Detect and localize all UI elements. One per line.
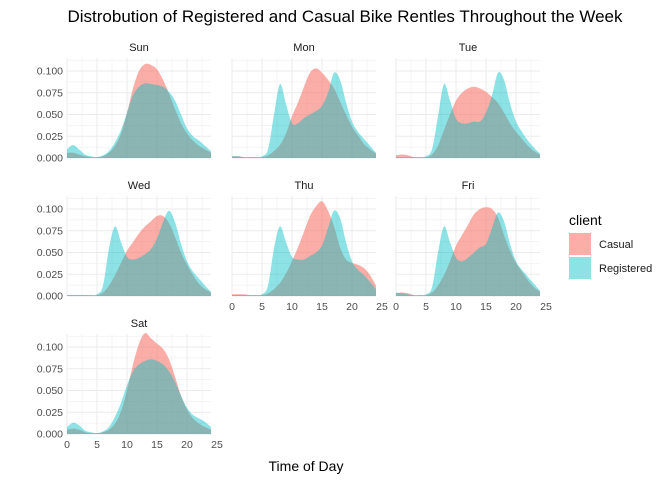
density-area-casual: [67, 333, 211, 434]
x-tick-label: 0: [393, 301, 399, 313]
facet-mon: Mon: [231, 42, 376, 159]
x-tick-label: 15: [316, 301, 328, 313]
density-area-registered: [67, 210, 211, 296]
legend-key-registered: [569, 257, 591, 279]
legend-label-registered: Registered: [599, 263, 652, 275]
x-tick-label: 5: [423, 301, 429, 313]
x-axis-title: Time of Day: [269, 458, 344, 474]
y-tick-label: 0.025: [37, 131, 63, 143]
density-area-casual: [396, 207, 540, 296]
facet-fri: Fri 0 5 10 15 20 25: [393, 180, 552, 313]
facet-strip-label: Sun: [129, 42, 149, 54]
legend-key-casual: [569, 233, 591, 255]
facet-tue: Tue: [395, 42, 540, 159]
facet-grid: Sun 0.000 0.025 0.050 0.075 0.100 Mon Tue Wed 0.0…: [37, 42, 552, 451]
legend: client Casual Registered: [569, 212, 652, 279]
facet-sun: Sun 0.000 0.025 0.050 0.075 0.100: [37, 42, 211, 165]
density-area-casual: [67, 215, 211, 296]
x-tick-label: 20: [181, 439, 193, 451]
density-area-registered: [232, 72, 376, 158]
y-tick-label: 0.050: [37, 385, 63, 397]
density-area-registered: [67, 359, 211, 434]
y-tick-label: 0.000: [37, 429, 63, 441]
facet-strip-label: Tue: [459, 42, 478, 54]
facet-strip-label: Sat: [131, 318, 148, 330]
x-tick-label: 20: [346, 301, 358, 313]
x-tick-label: 25: [376, 301, 388, 313]
y-tick-label: 0.050: [37, 109, 63, 121]
y-tick-label: 0.100: [37, 66, 63, 78]
facet-thu: Thu 0 5 10 15 20 25: [229, 180, 388, 313]
y-tick-label: 0.075: [37, 87, 63, 99]
facet-strip-label: Mon: [293, 42, 314, 54]
y-tick-label: 0.025: [37, 269, 63, 281]
x-tick-label: 10: [450, 301, 462, 313]
y-tick-label: 0.025: [37, 407, 63, 419]
x-tick-label: 25: [540, 301, 552, 313]
chart-title: Distrobution of Registered and Casual Bi…: [67, 7, 623, 26]
y-tick-label: 0.075: [37, 225, 63, 237]
y-tick-label: 0.100: [37, 204, 63, 216]
density-area-casual: [67, 63, 211, 158]
x-tick-label: 20: [510, 301, 522, 313]
facet-strip-label: Fri: [462, 180, 475, 192]
x-tick-label: 5: [259, 301, 265, 313]
legend-label-casual: Casual: [599, 239, 633, 251]
x-tick-label: 25: [211, 439, 223, 451]
legend-title: client: [569, 212, 602, 228]
x-tick-label: 0: [229, 301, 235, 313]
x-tick-label: 15: [480, 301, 492, 313]
density-area-casual: [232, 68, 376, 158]
density-area-registered: [396, 72, 540, 158]
y-tick-label: 0.000: [37, 153, 63, 165]
x-tick-label: 5: [94, 439, 100, 451]
density-area-registered: [396, 212, 540, 296]
y-tick-label: 0.050: [37, 247, 63, 259]
x-tick-label: 10: [121, 439, 133, 451]
y-tick-label: 0.000: [37, 291, 63, 303]
x-tick-label: 15: [151, 439, 163, 451]
x-tick-label: 0: [64, 439, 70, 451]
density-area-registered: [67, 83, 211, 158]
facet-wed: Wed 0.000 0.025 0.050 0.075 0.100: [37, 180, 211, 303]
density-area-registered: [232, 210, 376, 296]
facet-strip-label: Wed: [128, 180, 150, 192]
density-area-casual: [232, 201, 376, 296]
y-tick-label: 0.100: [37, 342, 63, 354]
facet-strip-label: Thu: [295, 180, 314, 192]
density-area-casual: [396, 86, 540, 158]
x-tick-label: 10: [286, 301, 298, 313]
facet-sat: Sat 0.000 0.025 0.050 0.075 0.100 0 5 10 15 20 25: [37, 318, 223, 451]
y-tick-label: 0.075: [37, 363, 63, 375]
